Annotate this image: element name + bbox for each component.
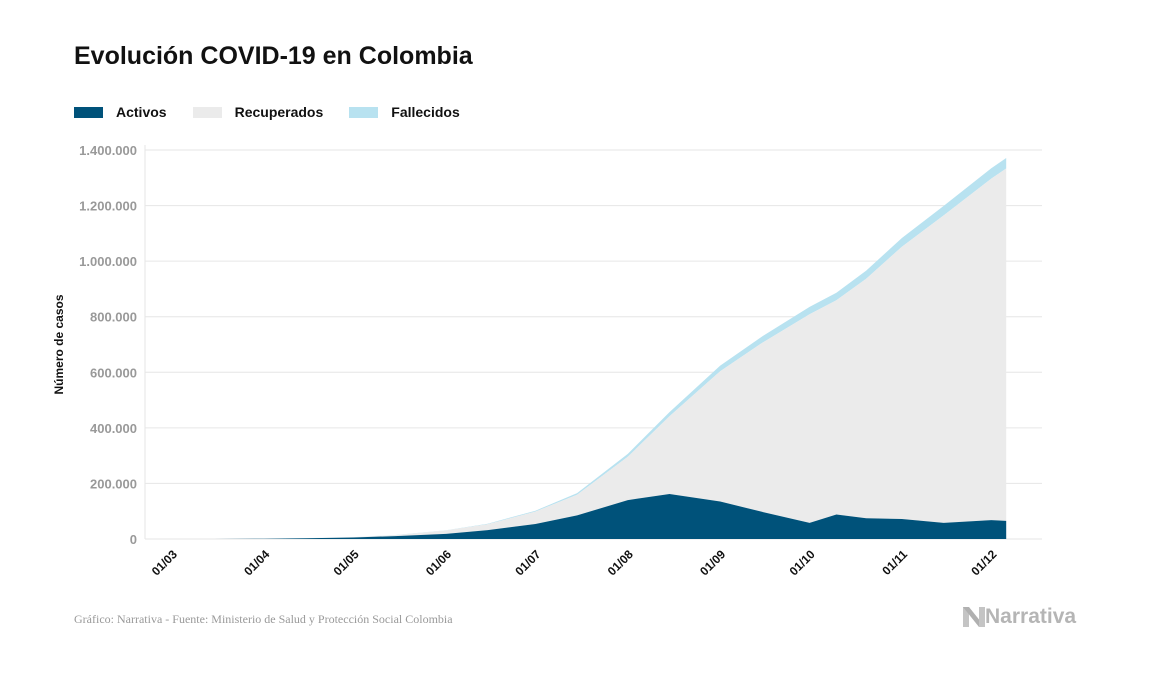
narrativa-logo-icon <box>963 607 985 627</box>
x-tick-label: 01/06 <box>423 547 454 578</box>
x-tick-label: 01/08 <box>605 547 636 578</box>
legend-item-fallecidos[interactable]: Fallecidos <box>349 104 460 120</box>
y-tick-label: 0 <box>130 532 137 547</box>
logo-text: Narrativa <box>985 605 1077 628</box>
x-tick-label: 01/12 <box>968 547 999 578</box>
legend-label: Recuperados <box>234 104 324 120</box>
y-tick-label: 600.000 <box>90 365 137 380</box>
y-tick-label: 200.000 <box>90 476 137 491</box>
x-tick-label: 01/03 <box>149 547 180 578</box>
x-tick-label: 01/10 <box>787 547 818 578</box>
y-tick-label: 400.000 <box>90 421 137 436</box>
legend-item-recuperados[interactable]: Recuperados <box>192 104 324 120</box>
x-tick-label: 01/07 <box>512 547 543 578</box>
x-tick-label: 01/05 <box>331 547 362 578</box>
y-axis-label: Número de casos <box>52 294 66 394</box>
source-note: Gráfico: Narrativa - Fuente: Ministerio … <box>74 612 453 626</box>
x-tick-label: 01/11 <box>879 547 910 578</box>
area-activos <box>186 494 1007 539</box>
legend-swatch-fallecidos <box>349 106 379 118</box>
legend-label: Activos <box>116 104 167 120</box>
x-tick-label: 01/09 <box>697 547 728 578</box>
y-tick-label: 1.400.000 <box>79 143 137 158</box>
y-tick-label: 800.000 <box>90 310 137 325</box>
y-tick-label: 1.200.000 <box>79 199 137 214</box>
legend-swatch-recuperados <box>192 106 222 118</box>
y-tick-label: 1.000.000 <box>79 254 137 269</box>
legend-item-activos[interactable]: Activos <box>74 104 167 120</box>
x-tick-label: 01/04 <box>241 547 272 578</box>
area-recuperados <box>186 168 1007 539</box>
legend-swatch-activos <box>74 106 103 118</box>
narrativa-logo[interactable]: Narrativa <box>963 605 1076 629</box>
legend: Activos Recuperados Fallecidos <box>74 104 486 120</box>
legend-label: Fallecidos <box>391 104 460 120</box>
chart-title: Evolución COVID-19 en Colombia <box>74 42 473 70</box>
